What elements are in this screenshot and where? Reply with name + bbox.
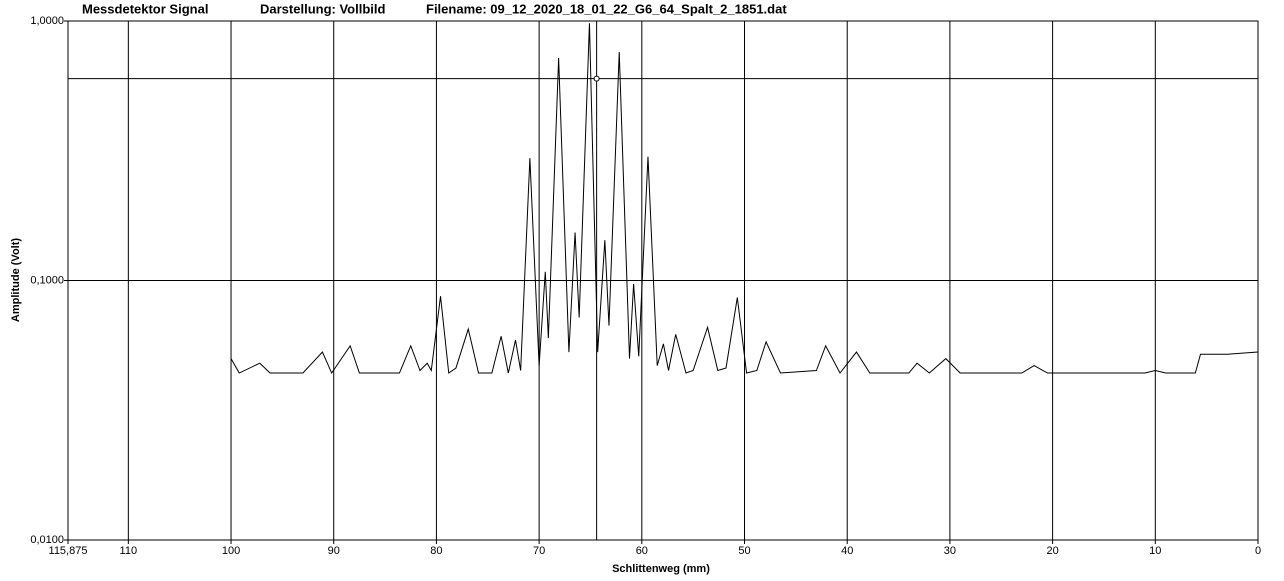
x-tick-label: 70 [533,545,545,557]
chart-title: Messdetektor Signal [82,1,208,16]
x-tick-label: 90 [328,545,340,557]
y-axis-label: Amplitude (Volt) [10,238,22,322]
x-axis-label: Schlittenweg (mm) [612,563,710,575]
filename: Filename: 09_12_2020_18_01_22_G6_64_Spal… [426,1,787,16]
y-tick-label: 0,1000 [30,274,64,286]
x-tick-label: 20 [1046,545,1058,557]
x-tick-label: 100 [222,545,240,557]
x-tick-label: 50 [738,545,750,557]
cursor-point [593,75,600,82]
x-tick-label: 110 [120,545,138,557]
x-tick-label: 60 [636,545,648,557]
chart-subtitle: Darstellung: Vollbild [260,1,385,16]
x-tick-label: 40 [841,545,853,557]
signal-line [230,23,1259,375]
x-tick-label: 10 [1149,545,1161,557]
y-tick-label: 0,0100 [30,534,64,546]
x-tick-label: 0 [1255,545,1261,557]
y-tick-label: 1,0000 [30,15,64,27]
x-tick-label: 115,875 [49,545,88,557]
x-tick-label: 80 [430,545,442,557]
x-tick-label: 30 [944,545,956,557]
